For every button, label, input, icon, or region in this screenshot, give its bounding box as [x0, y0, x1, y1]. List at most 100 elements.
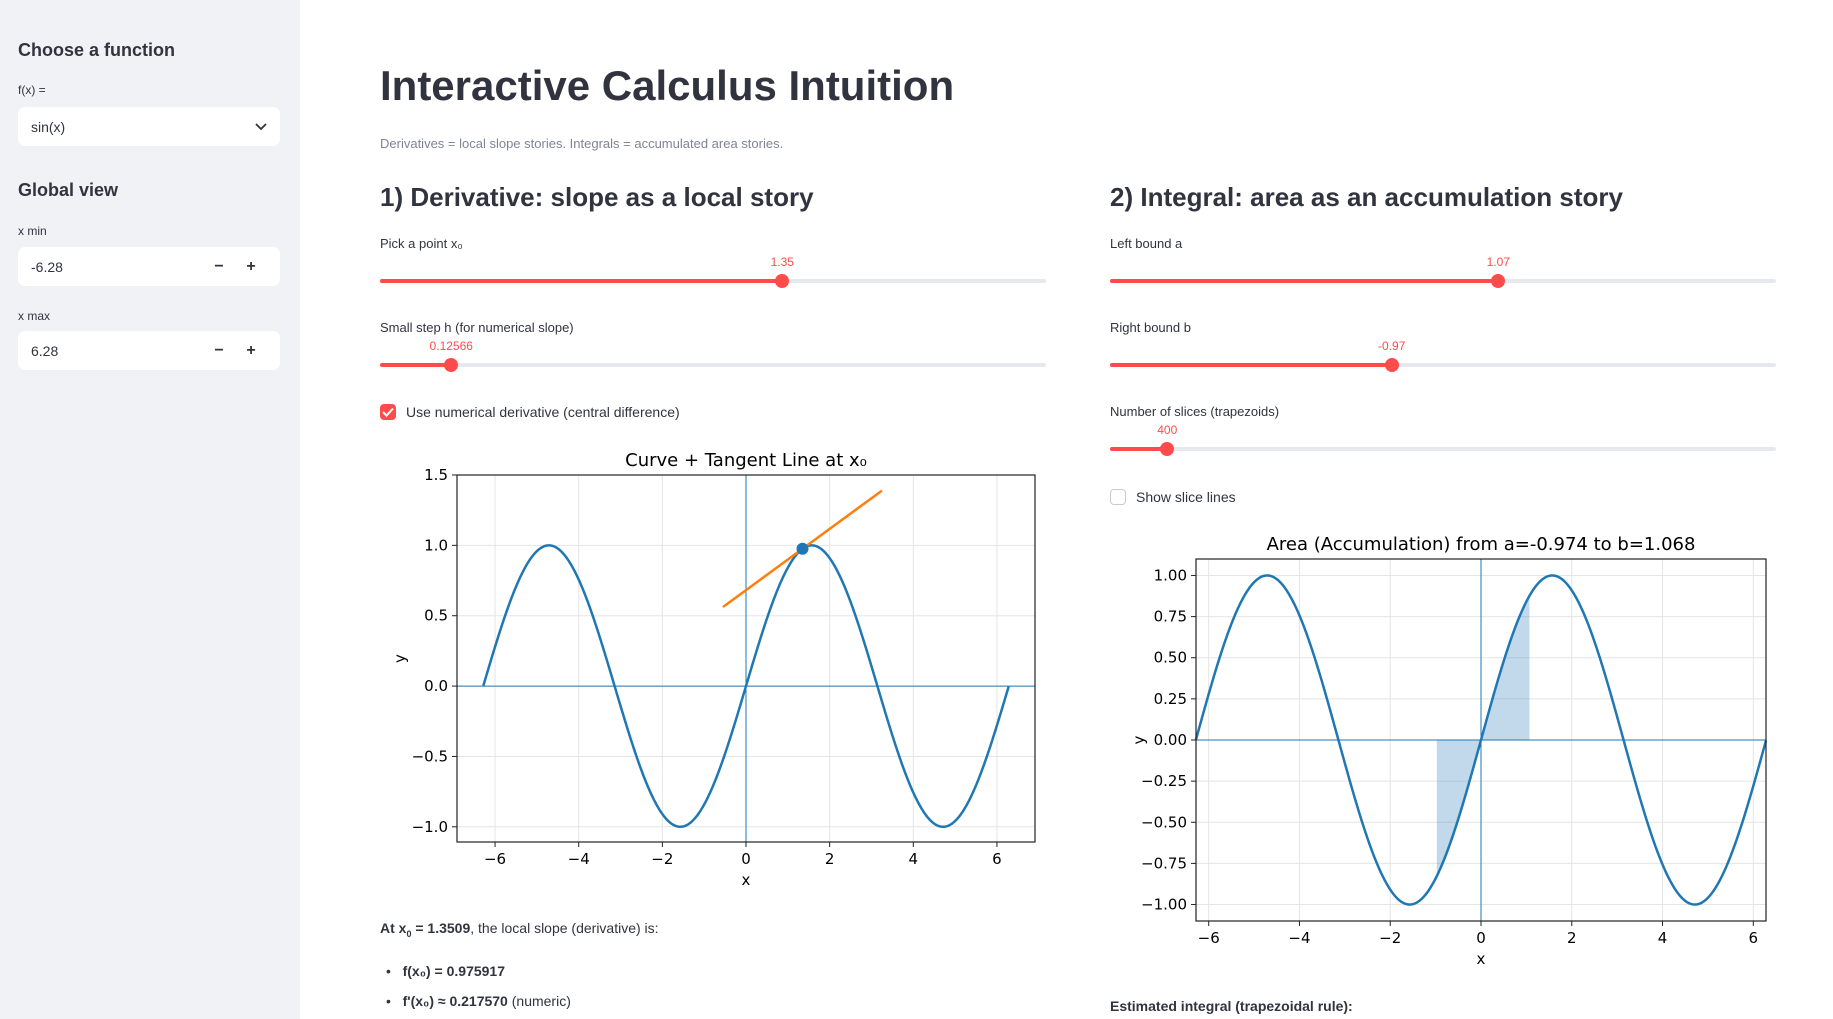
slider-fill	[380, 279, 783, 283]
page-title: Interactive Calculus Intuition	[380, 62, 955, 109]
fx-label: f(x) =	[18, 83, 46, 97]
numeric-derivative-label: Use numerical derivative (central differ…	[406, 404, 680, 420]
slider-value: -0.97	[1378, 339, 1406, 353]
y-axis-label: y	[1130, 735, 1148, 744]
chart-title: Curve + Tangent Line at x₀	[625, 450, 867, 471]
numeric-derivative-checkbox[interactable]: Use numerical derivative (central differ…	[380, 404, 680, 420]
y-tick-label: 0.50	[1154, 649, 1187, 667]
slider-fill	[1110, 279, 1499, 283]
tangent-point	[796, 542, 809, 555]
integral-heading: 2) Integral: area as an accumulation sto…	[1110, 182, 1623, 212]
x-tick-label: 4	[1658, 929, 1668, 947]
slider-fill	[1110, 363, 1392, 367]
checkbox-unchecked-icon[interactable]	[1110, 489, 1126, 505]
slider-fill	[380, 363, 452, 367]
estimated-integral-label: Estimated integral (trapezoidal rule):	[1110, 998, 1353, 1014]
dfx0-bullet: • f'(x₀) ≈ 0.217570 (numeric)	[386, 993, 571, 1009]
x-tick-label: 6	[1749, 929, 1759, 947]
b-slider[interactable]: -0.97	[1110, 339, 1776, 372]
x-tick-label: 2	[825, 850, 835, 868]
y-tick-label: −0.75	[1141, 854, 1187, 872]
slider-value: 1.07	[1486, 255, 1510, 269]
y-tick-label: −0.50	[1141, 813, 1187, 831]
y-tick-label: 0.00	[1154, 731, 1187, 749]
show-slice-lines-label: Show slice lines	[1136, 489, 1236, 505]
slider-track[interactable]	[1110, 358, 1776, 372]
slider-fill	[1110, 447, 1168, 451]
slider-value: 1.35	[770, 255, 794, 269]
y-tick-label: −0.25	[1141, 772, 1187, 790]
y-tick-label: 1.00	[1154, 566, 1187, 584]
slider-track[interactable]	[380, 274, 1046, 288]
xmin-value[interactable]: -6.28	[31, 258, 63, 275]
x-tick-label: 2	[1567, 929, 1577, 947]
slider-thumb[interactable]	[444, 358, 459, 372]
derivative-heading: 1) Derivative: slope as a local story	[380, 182, 814, 212]
fx0-bullet: • f(x₀) = 0.975917	[386, 963, 506, 979]
slider-thumb[interactable]	[1160, 442, 1175, 456]
xmax-value[interactable]: 6.28	[31, 342, 59, 359]
xmin-label: x min	[18, 224, 47, 238]
x0-slider-label: Pick a point x₀	[380, 236, 463, 251]
y-tick-label: 0.75	[1154, 608, 1187, 626]
slider-track[interactable]	[1110, 274, 1776, 288]
x-tick-label: −2	[1379, 929, 1401, 947]
a-slider[interactable]: 1.07	[1110, 255, 1776, 288]
slider-track[interactable]	[1110, 442, 1776, 456]
y-tick-label: 1.0	[424, 536, 448, 554]
y-tick-label: 0.5	[424, 607, 448, 625]
xmin-increment-button[interactable]: +	[246, 257, 256, 275]
chart-title: Area (Accumulation) from a=-0.974 to b=1…	[1267, 534, 1696, 555]
xmax-label: x max	[18, 309, 51, 323]
slider-value: 0.12566	[429, 339, 473, 353]
x-tick-label: −2	[651, 850, 673, 868]
slider-track[interactable]	[380, 358, 1046, 372]
xmin-decrement-button[interactable]: −	[214, 257, 224, 275]
a-slider-label: Left bound a	[1110, 236, 1183, 251]
h-slider[interactable]: 0.12566	[380, 339, 1046, 372]
x0-slider[interactable]: 1.35	[380, 255, 1046, 288]
integral-chart: −6 −4 −2 0 2 4 6 −1.00 −0.75 −0.50 −0.25 0.00 0.25 0.…	[1130, 534, 1768, 968]
sidebar: Choose a function f(x) = sin(x) Global v…	[0, 0, 300, 1019]
y-tick-label: 1.5	[424, 466, 448, 484]
xmax-increment-button[interactable]: +	[246, 341, 256, 359]
x-tick-label: 4	[909, 850, 919, 868]
y-tick-label: −1.0	[412, 818, 448, 836]
chevron-down-icon	[255, 122, 267, 130]
x-axis-label: x	[1477, 950, 1486, 968]
xmax-input[interactable]: 6.28 − +	[18, 331, 280, 370]
sidebar-heading-global: Global view	[18, 180, 119, 200]
n-slider-label: Number of slices (trapezoids)	[1110, 404, 1280, 419]
slider-thumb[interactable]	[1491, 274, 1506, 288]
slices-slider[interactable]: 400	[1110, 423, 1776, 456]
x-tick-label: 6	[992, 850, 1002, 868]
b-slider-label: Right bound b	[1110, 320, 1191, 335]
sidebar-heading-function: Choose a function	[18, 40, 175, 60]
x-tick-label: 0	[741, 850, 751, 868]
x-tick-label: −4	[1288, 929, 1310, 947]
page-subtitle: Derivatives = local slope stories. Integ…	[380, 136, 784, 151]
x-tick-label: −6	[484, 850, 506, 868]
x-axis-label: x	[742, 871, 751, 889]
slider-thumb[interactable]	[775, 274, 790, 288]
function-select-value: sin(x)	[31, 118, 66, 135]
x-tick-label: −6	[1198, 929, 1220, 947]
show-slice-lines-checkbox[interactable]: Show slice lines	[1110, 489, 1236, 505]
xmax-decrement-button[interactable]: −	[214, 341, 224, 359]
x-tick-label: −4	[568, 850, 590, 868]
slider-thumb[interactable]	[1384, 358, 1399, 372]
function-curve	[1194, 574, 1768, 906]
slider-value: 400	[1157, 423, 1178, 437]
y-tick-label: −1.00	[1141, 896, 1187, 914]
y-tick-label: 0.25	[1154, 690, 1187, 708]
derivative-result-intro: At x0 = 1.3509, the local slope (derivat…	[380, 920, 659, 939]
function-curve	[482, 544, 1010, 829]
checkbox-checked-icon[interactable]	[380, 404, 396, 420]
derivative-chart: −6 −4 −2 0 2 4 6 −1.0 −0.5 0.0 0.5 1.0 1.5 Curve + Ta…	[391, 450, 1036, 889]
y-axis-label: y	[391, 654, 409, 663]
y-tick-label: −0.5	[412, 747, 448, 765]
function-select[interactable]: sin(x)	[18, 107, 280, 146]
y-tick-label: 0.0	[424, 677, 448, 695]
xmin-input[interactable]: -6.28 − +	[18, 247, 280, 286]
x-tick-label: 0	[1476, 929, 1486, 947]
